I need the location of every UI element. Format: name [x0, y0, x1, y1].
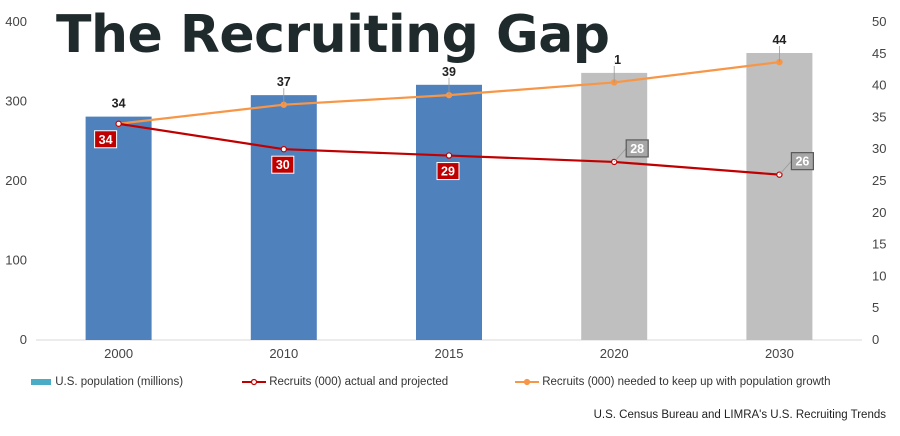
population-bar — [85, 116, 152, 340]
needed-data-label: 34 — [112, 97, 126, 111]
actual-point — [445, 152, 453, 159]
y-right-tick-label: 10 — [872, 268, 886, 283]
x-tick-label: 2000 — [104, 346, 133, 361]
y-right-tick-label: 40 — [872, 78, 886, 93]
y-right-tick-label: 30 — [872, 141, 886, 156]
actual-label-box — [271, 155, 295, 174]
needed-data-label: 39 — [442, 65, 456, 79]
legend-label-recruits-actual: Recruits (000) actual and projected — [269, 376, 449, 388]
actual-data-label: 30 — [276, 158, 290, 172]
needed-data-label: 37 — [277, 75, 291, 89]
population-bars — [85, 53, 813, 341]
actual-data-label: 34 — [99, 133, 113, 147]
y-left-tick-label: 100 — [5, 253, 27, 268]
y-right-tick-label: 35 — [872, 109, 886, 124]
legend-label-recruits-needed: Recruits (000) needed to keep up with po… — [542, 376, 831, 388]
actual-label-box — [790, 152, 815, 171]
actual-data-label: 26 — [795, 155, 809, 169]
actual-data-label: 29 — [441, 165, 455, 179]
y-right-tick-label: 20 — [872, 205, 886, 220]
actual-label-leader — [779, 160, 792, 175]
axes: 0 100 200 300 400 0 5 10 15 20 25 30 35 40 45 50 2000 201… — [5, 14, 886, 361]
legend-item-population: U.S. population (millions) — [30, 376, 183, 388]
legend-item-recruits-needed: Recruits (000) needed to keep up with po… — [515, 376, 831, 388]
legend-swatch-recruits-needed — [515, 378, 539, 386]
legend-label-population: U.S. population (millions) — [55, 376, 184, 388]
population-bar — [746, 53, 813, 340]
y-right-tick-label: 5 — [872, 300, 879, 315]
actual-point — [115, 120, 122, 127]
x-tick-label: 2010 — [269, 346, 298, 361]
source-note: U.S. Census Bureau and LIMRA's U.S. Recr… — [593, 409, 886, 421]
y-right-tick-label: 45 — [872, 46, 886, 61]
needed-data-label: 44 — [772, 33, 786, 47]
population-bar — [250, 95, 317, 340]
y-left-tick-label: 300 — [5, 94, 27, 109]
actual-data-label: 28 — [630, 142, 644, 156]
chart-title: The Recruiting Gap — [52, 4, 614, 66]
y-right-tick-label: 15 — [872, 237, 886, 252]
legend-swatch-population — [31, 378, 51, 385]
y-left-tick-label: 400 — [5, 14, 27, 29]
actual-label-leader — [613, 148, 627, 163]
x-tick-label: 2015 — [435, 346, 464, 361]
y-left-tick-label: 0 — [20, 332, 27, 347]
x-tick-label: 2030 — [765, 346, 794, 361]
actual-point — [280, 145, 287, 153]
y-right-tick-label: 50 — [872, 14, 886, 29]
population-bar — [416, 84, 482, 341]
legend-item-recruits-actual: Recruits (000) actual and projected — [242, 376, 448, 388]
actual-label-box — [625, 139, 649, 158]
y-right-tick-label: 25 — [872, 173, 886, 188]
actual-label-box — [94, 130, 118, 149]
actual-label-box — [436, 162, 460, 181]
population-bar — [581, 72, 648, 340]
y-right-tick-label: 0 — [872, 332, 879, 347]
y-left-tick-label: 200 — [5, 173, 27, 188]
legend-swatch-recruits-actual — [242, 378, 266, 386]
x-tick-label: 2020 — [600, 346, 629, 361]
